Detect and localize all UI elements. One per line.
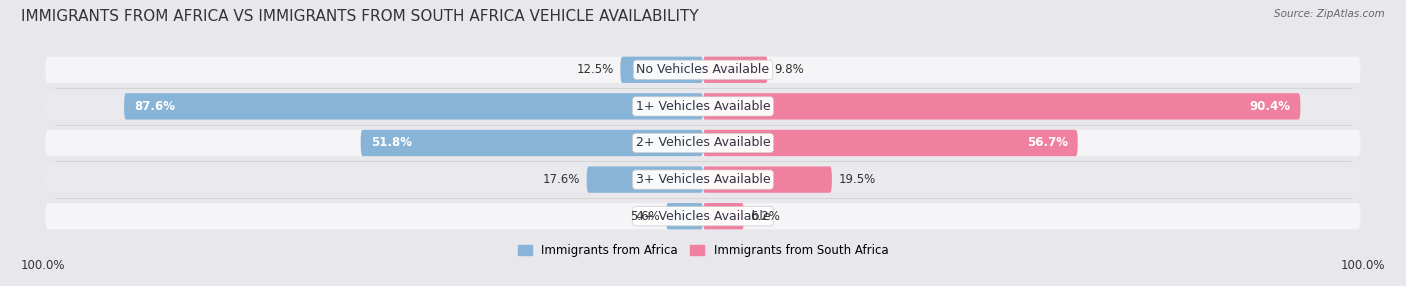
Text: 1+ Vehicles Available: 1+ Vehicles Available bbox=[636, 100, 770, 113]
FancyBboxPatch shape bbox=[586, 166, 703, 193]
Text: 56.7%: 56.7% bbox=[1026, 136, 1067, 150]
FancyBboxPatch shape bbox=[703, 203, 744, 229]
Text: 17.6%: 17.6% bbox=[543, 173, 581, 186]
Text: 5.6%: 5.6% bbox=[630, 210, 659, 223]
FancyBboxPatch shape bbox=[703, 93, 1301, 120]
Text: 100.0%: 100.0% bbox=[21, 259, 66, 272]
Text: 3+ Vehicles Available: 3+ Vehicles Available bbox=[636, 173, 770, 186]
Text: 6.2%: 6.2% bbox=[751, 210, 780, 223]
Text: 4+ Vehicles Available: 4+ Vehicles Available bbox=[636, 210, 770, 223]
Text: No Vehicles Available: No Vehicles Available bbox=[637, 63, 769, 76]
FancyBboxPatch shape bbox=[703, 130, 1077, 156]
Text: 2+ Vehicles Available: 2+ Vehicles Available bbox=[636, 136, 770, 150]
FancyBboxPatch shape bbox=[45, 57, 1361, 83]
Text: IMMIGRANTS FROM AFRICA VS IMMIGRANTS FROM SOUTH AFRICA VEHICLE AVAILABILITY: IMMIGRANTS FROM AFRICA VS IMMIGRANTS FRO… bbox=[21, 9, 699, 23]
FancyBboxPatch shape bbox=[703, 166, 832, 193]
FancyBboxPatch shape bbox=[361, 130, 703, 156]
FancyBboxPatch shape bbox=[45, 93, 1361, 120]
FancyBboxPatch shape bbox=[45, 130, 1361, 156]
Text: 51.8%: 51.8% bbox=[371, 136, 412, 150]
Text: 87.6%: 87.6% bbox=[134, 100, 174, 113]
Text: 90.4%: 90.4% bbox=[1250, 100, 1291, 113]
FancyBboxPatch shape bbox=[124, 93, 703, 120]
Legend: Immigrants from Africa, Immigrants from South Africa: Immigrants from Africa, Immigrants from … bbox=[513, 239, 893, 262]
Text: 12.5%: 12.5% bbox=[576, 63, 614, 76]
FancyBboxPatch shape bbox=[620, 57, 703, 83]
FancyBboxPatch shape bbox=[703, 57, 768, 83]
FancyBboxPatch shape bbox=[45, 203, 1361, 229]
Text: 9.8%: 9.8% bbox=[775, 63, 804, 76]
Text: Source: ZipAtlas.com: Source: ZipAtlas.com bbox=[1274, 9, 1385, 19]
FancyBboxPatch shape bbox=[666, 203, 703, 229]
FancyBboxPatch shape bbox=[45, 166, 1361, 193]
Text: 100.0%: 100.0% bbox=[1340, 259, 1385, 272]
Text: 19.5%: 19.5% bbox=[838, 173, 876, 186]
